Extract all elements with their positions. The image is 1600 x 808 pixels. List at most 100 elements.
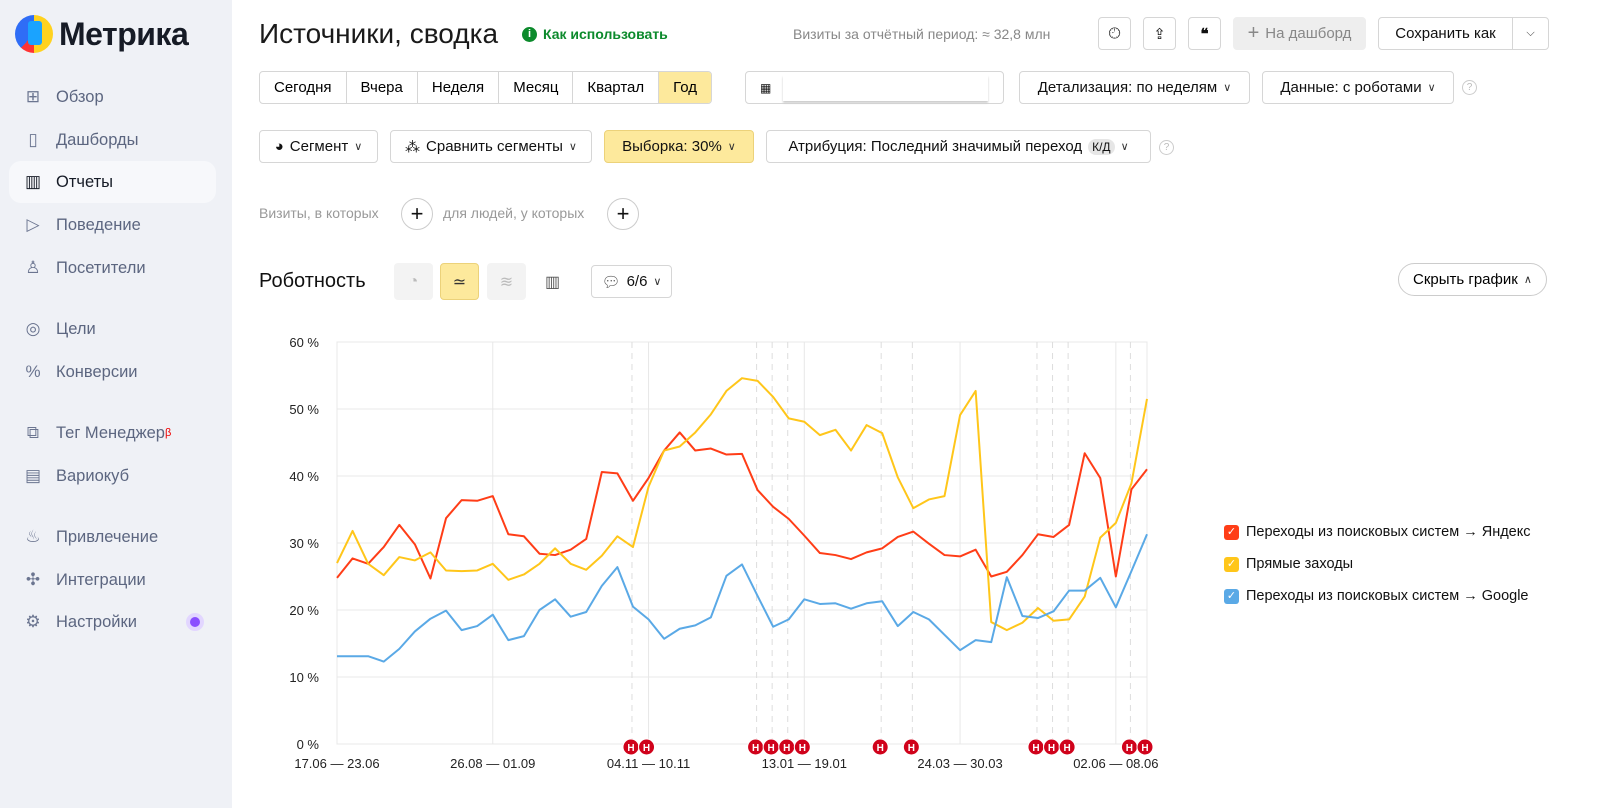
holiday-marker[interactable]: Н xyxy=(762,738,780,756)
sidebar-item-label: Отчеты xyxy=(56,172,114,191)
sidebar-item-6[interactable]: % Конверсии xyxy=(9,351,216,393)
sidebar-item-label: Дашборды xyxy=(56,130,139,149)
sidebar-item-label: Привлечение xyxy=(56,527,159,546)
series-line[interactable] xyxy=(337,533,1148,663)
series-line[interactable] xyxy=(336,431,1148,580)
sidebar-item-4[interactable]: ♙ Посетители xyxy=(9,247,216,289)
area-chart-icon: ≋ xyxy=(499,273,514,291)
period-selector: Сегодня Вчера Неделя Месяц Квартал Год xyxy=(259,71,713,104)
period-5[interactable]: Год xyxy=(659,72,712,103)
sidebar-item-label: Посетители xyxy=(56,258,146,277)
holiday-marker[interactable]: Н xyxy=(747,738,765,756)
series-0 xyxy=(336,431,1148,580)
help-icon[interactable]: ? xyxy=(1159,140,1174,155)
pie-chart-toggle[interactable]: ◔ xyxy=(394,263,433,300)
x-tick-label: 04.11 — 10.11 xyxy=(607,756,690,771)
save-as-dropdown[interactable]: ⌵ xyxy=(1512,17,1549,50)
holiday-marker[interactable]: Н xyxy=(1136,738,1154,756)
y-tick-label: 60 % xyxy=(289,335,319,350)
period-4[interactable]: Квартал xyxy=(573,72,660,103)
page-title: Источники, сводка xyxy=(259,18,499,49)
sidebar-item-10[interactable]: ✣ Интеграции xyxy=(9,559,216,601)
x-tick-label: 02.06 — 08.06 xyxy=(1073,756,1158,771)
help-icon[interactable]: ? xyxy=(1462,80,1477,95)
checkbox-checked-icon[interactable]: ✓ xyxy=(1224,524,1239,540)
sidebar-item-8[interactable]: ▤ Вариокуб xyxy=(9,455,216,497)
quote-button[interactable]: ❝ xyxy=(1188,17,1221,50)
sidebar-item-7[interactable]: ⧉ Тег Менеджер β xyxy=(9,412,216,454)
legend-item[interactable]: ✓ Переходы из поисковых систем → Яндекс xyxy=(1224,516,1531,548)
legend-item[interactable]: ✓ Прямые заходы xyxy=(1224,548,1531,580)
target-icon: ◎ xyxy=(25,319,41,338)
checkbox-checked-icon[interactable]: ✓ xyxy=(1224,588,1239,604)
detail-dropdown[interactable]: Детализация: по неделям ∨ xyxy=(1019,71,1250,104)
bar-chart-toggle[interactable]: ▥ xyxy=(533,263,572,300)
holiday-marker[interactable]: Н xyxy=(622,738,640,756)
sidebar-item-1[interactable]: ▯ Дашборды xyxy=(9,119,216,161)
annotations-dropdown[interactable]: 💬︎ 6/6 ∨ xyxy=(591,265,672,298)
holiday-marker[interactable]: Н xyxy=(793,738,811,756)
sidebar-item-9[interactable]: ♨ Привлечение xyxy=(9,516,216,558)
legend-item[interactable]: ✓ Переходы из поисковых систем → Google xyxy=(1224,580,1531,612)
add-to-dashboard-button[interactable]: + На дашборд xyxy=(1233,17,1366,50)
holiday-marker-label: Н xyxy=(799,743,806,754)
compare-segments-button[interactable]: ⁂ Сравнить сегменты ∨ xyxy=(390,130,592,163)
export-button[interactable]: ⇪ xyxy=(1143,17,1176,50)
holiday-marker[interactable]: Н xyxy=(1043,738,1061,756)
holiday-marker-label: Н xyxy=(1141,743,1148,754)
checkbox-checked-icon[interactable]: ✓ xyxy=(1224,556,1239,572)
sidebar-item-5[interactable]: ◎ Цели xyxy=(9,308,216,350)
holiday-marker[interactable]: Н xyxy=(871,738,889,756)
holiday-marker[interactable]: Н xyxy=(638,738,656,756)
sidebar-item-0[interactable]: ⊞ Обзор xyxy=(9,76,216,118)
add-visit-condition-button[interactable]: + xyxy=(401,198,433,230)
line-chart-toggle[interactable]: ≃ xyxy=(440,263,479,300)
period-1[interactable]: Вчера xyxy=(347,72,418,103)
compare-label: Сравнить сегменты xyxy=(426,138,563,155)
plus-icon: + xyxy=(1247,22,1260,44)
period-3[interactable]: Месяц xyxy=(499,72,574,103)
add-people-condition-button[interactable]: + xyxy=(607,198,639,230)
area-chart-toggle[interactable]: ≋ xyxy=(487,263,526,300)
logo[interactable]: Метрика xyxy=(15,15,189,53)
chevron-down-icon: ∨ xyxy=(568,141,577,153)
stacked-bar-icon: ▥ xyxy=(544,273,561,291)
data-mode-dropdown[interactable]: Данные: с роботами ∨ xyxy=(1262,71,1454,104)
holiday-marker-label: Н xyxy=(768,743,775,754)
notification-dot xyxy=(190,617,200,627)
sidebar-item-3[interactable]: ▷ Поведение xyxy=(9,204,216,246)
chevron-down-icon: ∨ xyxy=(1120,141,1129,153)
history-button[interactable]: 🕘︎ xyxy=(1098,17,1131,50)
sidebar-item-label: Тег Менеджер xyxy=(56,423,165,442)
chart-legend: ✓ Переходы из поисковых систем → Яндекс ✓ П… xyxy=(1224,516,1531,612)
holiday-marker[interactable]: Н xyxy=(902,738,920,756)
save-as-button[interactable]: Сохранить как xyxy=(1378,17,1513,50)
holiday-marker[interactable]: Н xyxy=(1120,738,1138,756)
period-0[interactable]: Сегодня xyxy=(260,72,347,103)
holiday-marker[interactable]: Н xyxy=(1058,738,1076,756)
holiday-marker-label: Н xyxy=(908,743,915,754)
how-to-link[interactable]: i Как использовать xyxy=(522,26,668,42)
attribution-dropdown[interactable]: Атрибуция: Последний значимый переход К/Д… xyxy=(766,130,1151,163)
x-tick-label: 13.01 — 19.01 xyxy=(762,756,847,771)
y-tick-label: 30 % xyxy=(289,536,319,551)
segment-button[interactable]: ◕ Сегмент ∨ xyxy=(259,130,378,163)
sidebar-item-label: Интеграции xyxy=(56,570,146,589)
sidebar-item-11[interactable]: ⚙ Настройки xyxy=(9,601,216,643)
sidebar-item-2[interactable]: ▥ Отчеты xyxy=(9,161,216,203)
holiday-marker[interactable]: Н xyxy=(778,738,796,756)
hide-chart-button[interactable]: Скрыть график ∧ xyxy=(1398,263,1547,296)
add-to-dashboard-label: На дашборд xyxy=(1265,25,1352,42)
sample-dropdown[interactable]: Выборка: 30% ∨ xyxy=(604,130,754,163)
series-line[interactable] xyxy=(336,377,1148,632)
y-tick-label: 40 % xyxy=(289,469,319,484)
y-tick-label: 0 % xyxy=(297,737,320,752)
chevron-down-icon: ⌵ xyxy=(1526,27,1535,39)
holiday-marker[interactable]: Н xyxy=(1027,738,1045,756)
period-2[interactable]: Неделя xyxy=(418,72,500,103)
date-range-field[interactable] xyxy=(783,75,988,101)
clock-icon: 🕘︎ xyxy=(1108,25,1121,42)
line-chart-icon: ≃ xyxy=(452,273,467,291)
legend-label: Прямые заходы xyxy=(1246,556,1354,572)
date-range-input[interactable]: ▦ xyxy=(745,71,1004,104)
